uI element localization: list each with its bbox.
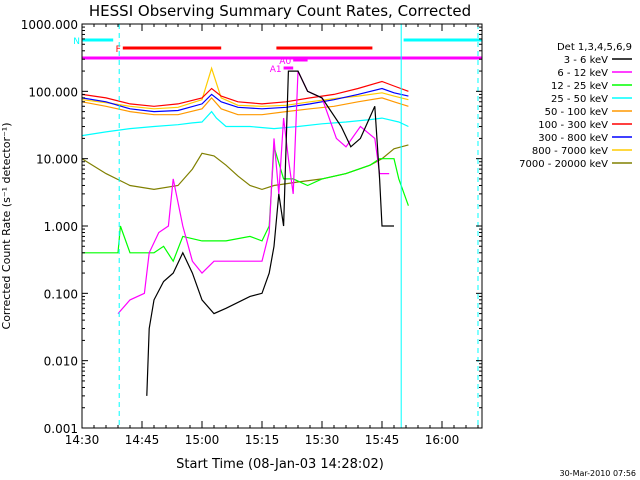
series-line	[117, 70, 390, 314]
series-line	[81, 87, 409, 113]
y-tick-label: 0.010	[44, 355, 78, 369]
flag-label: A0	[279, 57, 291, 67]
series-line	[82, 146, 409, 263]
series-line	[81, 66, 409, 110]
legend-entry-label: 100 - 300 keV	[538, 120, 608, 131]
series-line	[81, 144, 409, 191]
y-tick-label: 0.100	[44, 287, 78, 301]
plot-frame	[81, 23, 483, 429]
x-tick-label: 15:45	[365, 433, 400, 447]
x-tick-label: 14:30	[65, 433, 100, 447]
y-tick-label: 10.000	[36, 153, 78, 167]
chart-title: HESSI Observing Summary Count Rates, Cor…	[89, 2, 471, 20]
footer-timestamp: 30-Mar-2010 07:56	[560, 469, 637, 478]
legend-title: Det 1,3,4,5,6,9	[557, 42, 632, 53]
x-tick-label: 16:00	[425, 433, 460, 447]
legend-entry-label: 25 - 50 keV	[551, 94, 608, 105]
y-tick-label: 1000.000	[21, 18, 78, 32]
legend-entry-label: 12 - 25 keV	[551, 81, 608, 92]
x-tick-label: 14:45	[125, 433, 160, 447]
x-axis-label: Start Time (08-Jan-03 14:28:02)	[176, 457, 384, 472]
series-line	[81, 110, 409, 137]
legend-entry-label: 6 - 12 keV	[557, 68, 608, 79]
x-tick-label: 15:00	[185, 433, 220, 447]
series-line	[81, 96, 409, 116]
legend-entry-label: 800 - 7000 keV	[532, 146, 608, 157]
x-tick-label: 15:30	[305, 433, 340, 447]
legend-entry-label: 50 - 100 keV	[545, 107, 609, 118]
flag-label: F	[116, 45, 121, 55]
y-tick-label: 100.000	[28, 85, 78, 99]
legend-entry-label: 3 - 6 keV	[564, 55, 608, 66]
y-tick-label: 0.001	[44, 422, 78, 436]
x-tick-label: 15:15	[245, 433, 280, 447]
series-line	[81, 80, 409, 107]
series-line	[146, 70, 394, 396]
y-tick-label: 1.000	[44, 220, 78, 234]
legend-entry-label: 7000 - 20000 keV	[519, 159, 608, 170]
flag-label: N	[73, 37, 80, 47]
flag-label: A1	[270, 65, 282, 75]
y-axis-label: Corrected Count Rate (s⁻¹ detector⁻¹)	[0, 123, 13, 330]
legend-entry-label: 300 - 800 keV	[538, 133, 608, 144]
